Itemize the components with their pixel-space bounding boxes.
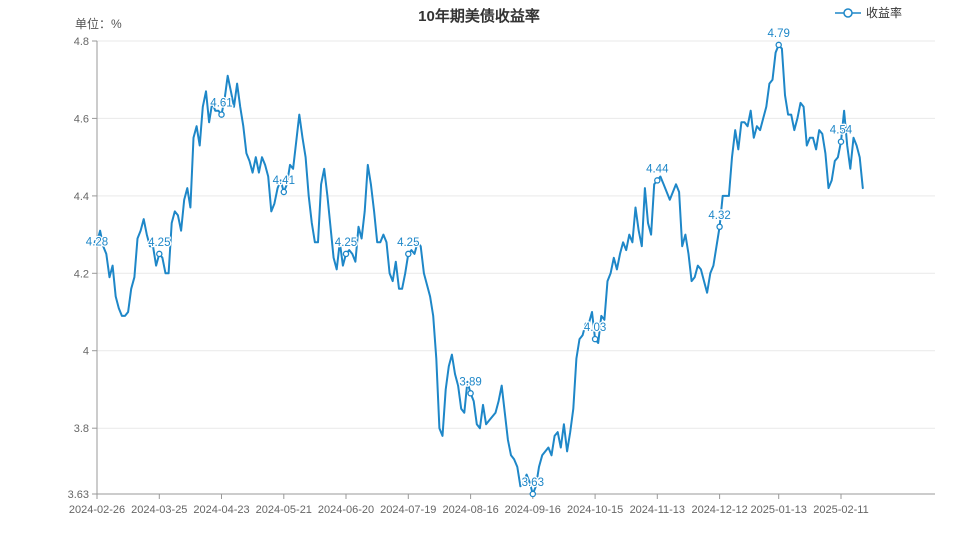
x-tick-label: 2025-01-13 [751,504,807,516]
x-tick-label: 2024-02-26 [69,504,125,516]
x-tick-label: 2024-09-16 [505,504,561,516]
y-tick-label: 4.4 [74,191,89,203]
point-marker[interactable] [716,223,723,231]
series-line-yield[interactable] [96,43,864,495]
point-value-label: 4.32 [708,210,730,222]
point-marker[interactable] [591,335,599,343]
point-marker[interactable] [93,239,101,246]
x-tick-label: 2024-08-16 [442,504,498,516]
point-marker[interactable] [218,111,225,118]
chart-title: 10年期美债收益率 [418,8,540,25]
point-value-label: 4.54 [830,125,853,137]
y-tick-label: 3.8 [74,423,89,435]
point-value-label: 4.44 [646,163,669,175]
point-value-label: 4.41 [273,175,295,187]
point-marker[interactable] [529,490,537,498]
point-value-label: 4.61 [210,98,232,110]
x-tick-label: 2024-04-23 [193,504,249,516]
y-tick-label: 3.63 [68,489,89,501]
point-value-label: 4.25 [397,237,419,249]
point-marker[interactable] [775,41,782,49]
point-marker[interactable] [654,177,661,184]
point-marker[interactable] [280,188,288,196]
point-value-label: 4.25 [148,237,170,249]
x-tick-label: 2024-11-13 [630,504,685,516]
point-value-label: 4.79 [768,28,790,40]
x-tick-label: 2024-05-21 [256,504,312,516]
point-marker[interactable] [837,138,845,145]
point-value-label: 3.89 [459,376,481,388]
point-value-label: 3.63 [522,477,544,489]
point-marker[interactable] [156,250,163,258]
y-tick-label: 4.8 [74,36,89,48]
x-tick-label: 2024-03-25 [131,504,187,516]
y-tick-label: 4 [83,346,89,358]
unit-label: 单位：% [75,17,122,31]
x-tick-label: 2024-10-15 [567,504,623,516]
legend-label: 收益率 [865,6,902,20]
x-tick-label: 2024-07-19 [380,504,436,516]
point-value-label: 4.28 [86,236,108,248]
point-value-label: 4.03 [584,322,606,334]
legend-item-yield[interactable]: 收益率 [834,4,902,21]
point-marker[interactable] [467,390,474,397]
point-marker[interactable] [405,250,412,258]
line-circle-legend-icon [834,7,861,19]
point-value-label: 4.25 [335,237,357,249]
x-tick-label: 2024-12-12 [691,504,747,516]
y-tick-label: 4.6 [74,113,89,125]
point-marker[interactable] [342,250,350,258]
x-tick-label: 2024-06-20 [318,504,374,516]
x-tick-label: 2025-02-11 [813,504,868,516]
y-tick-label: 4.2 [74,268,89,280]
